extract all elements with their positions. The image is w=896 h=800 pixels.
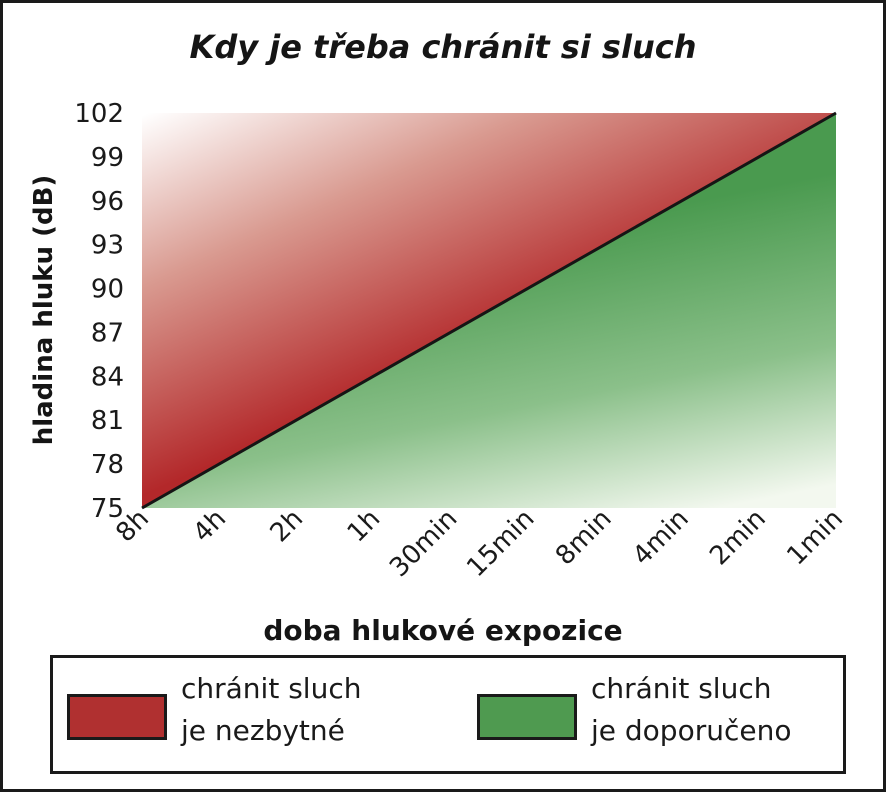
- legend-line-2: je doporučeno: [591, 714, 792, 747]
- x-tick-label: 1min: [781, 504, 849, 572]
- x-tick-label: 8min: [550, 504, 618, 572]
- chart-title: Kdy je třeba chránit si sluch: [189, 28, 697, 66]
- x-tick-label: 30min: [384, 504, 463, 583]
- threshold-line: [141, 111, 837, 510]
- y-tick-label: 87: [91, 318, 124, 348]
- legend-item-necessary: chránit sluch je nezbytné: [53, 658, 448, 771]
- legend-text-recommended: chránit sluch je doporučeno: [591, 668, 791, 752]
- x-tick-label: 4h: [187, 504, 232, 549]
- y-tick-label: 75: [91, 494, 124, 524]
- y-axis-label: hladina hluku (dB): [29, 175, 59, 446]
- legend-line-1: chránit sluch: [591, 672, 772, 705]
- y-tick-label: 96: [91, 187, 124, 217]
- y-tick-label: 93: [91, 231, 124, 261]
- legend-item-recommended: chránit sluch je doporučeno: [463, 658, 843, 771]
- y-tick-label: 84: [91, 362, 124, 392]
- x-tick-label: 2h: [265, 504, 310, 549]
- x-tick-label: 15min: [461, 504, 540, 583]
- legend-line-2: je nezbytné: [181, 714, 345, 747]
- x-tick-label: 4min: [627, 504, 695, 572]
- legend-line-1: chránit sluch: [181, 672, 362, 705]
- legend-swatch-red: [67, 694, 167, 740]
- legend: chránit sluch je nezbytné chránit sluch …: [50, 655, 846, 774]
- legend-swatch-green: [477, 694, 577, 740]
- y-tick-label: 78: [91, 450, 124, 480]
- y-tick-label: 99: [91, 143, 124, 173]
- y-tick-label: 90: [91, 275, 124, 305]
- x-tick-label: 1h: [342, 504, 387, 549]
- x-tick-label: 2min: [704, 504, 772, 572]
- x-axis-label: doba hlukové expozice: [263, 614, 623, 647]
- legend-text-necessary: chránit sluch je nezbytné: [181, 668, 361, 752]
- y-tick-label: 102: [74, 99, 124, 129]
- y-tick-label: 81: [91, 406, 124, 436]
